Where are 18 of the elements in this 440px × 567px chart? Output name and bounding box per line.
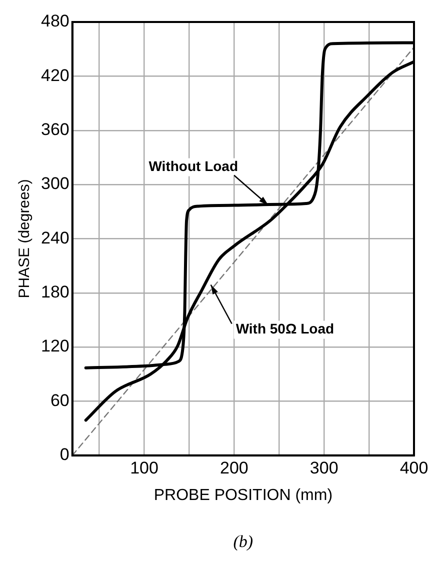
y-tick-label: 480: [40, 12, 70, 31]
y-axis-title: PHASE (degrees): [16, 179, 34, 298]
annotation: With 50Ω Load: [236, 320, 334, 337]
x-axis-title: PROBE POSITION (mm): [154, 486, 333, 504]
x-tick-label: 400: [400, 458, 428, 478]
y-tick-label: 420: [40, 66, 70, 85]
y-tick-label: 240: [40, 228, 70, 248]
y-tick-label: 0: [60, 445, 70, 464]
x-tick-label: 300: [310, 458, 338, 478]
text: (b): [233, 532, 254, 551]
y-tick-label: 360: [40, 120, 70, 140]
y-tick-label: 300: [40, 174, 70, 194]
y-tick-label: 60: [50, 390, 70, 410]
x-tick-label: 200: [220, 458, 248, 478]
y-tick-label: 120: [40, 336, 70, 356]
annotation: Without Load: [148, 158, 238, 174]
x-tick-label: 100: [130, 458, 158, 478]
y-tick-label: 180: [40, 282, 70, 302]
